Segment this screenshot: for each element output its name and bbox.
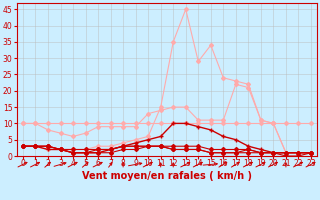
X-axis label: Vent moyen/en rafales ( km/h ): Vent moyen/en rafales ( km/h ) — [82, 171, 252, 181]
